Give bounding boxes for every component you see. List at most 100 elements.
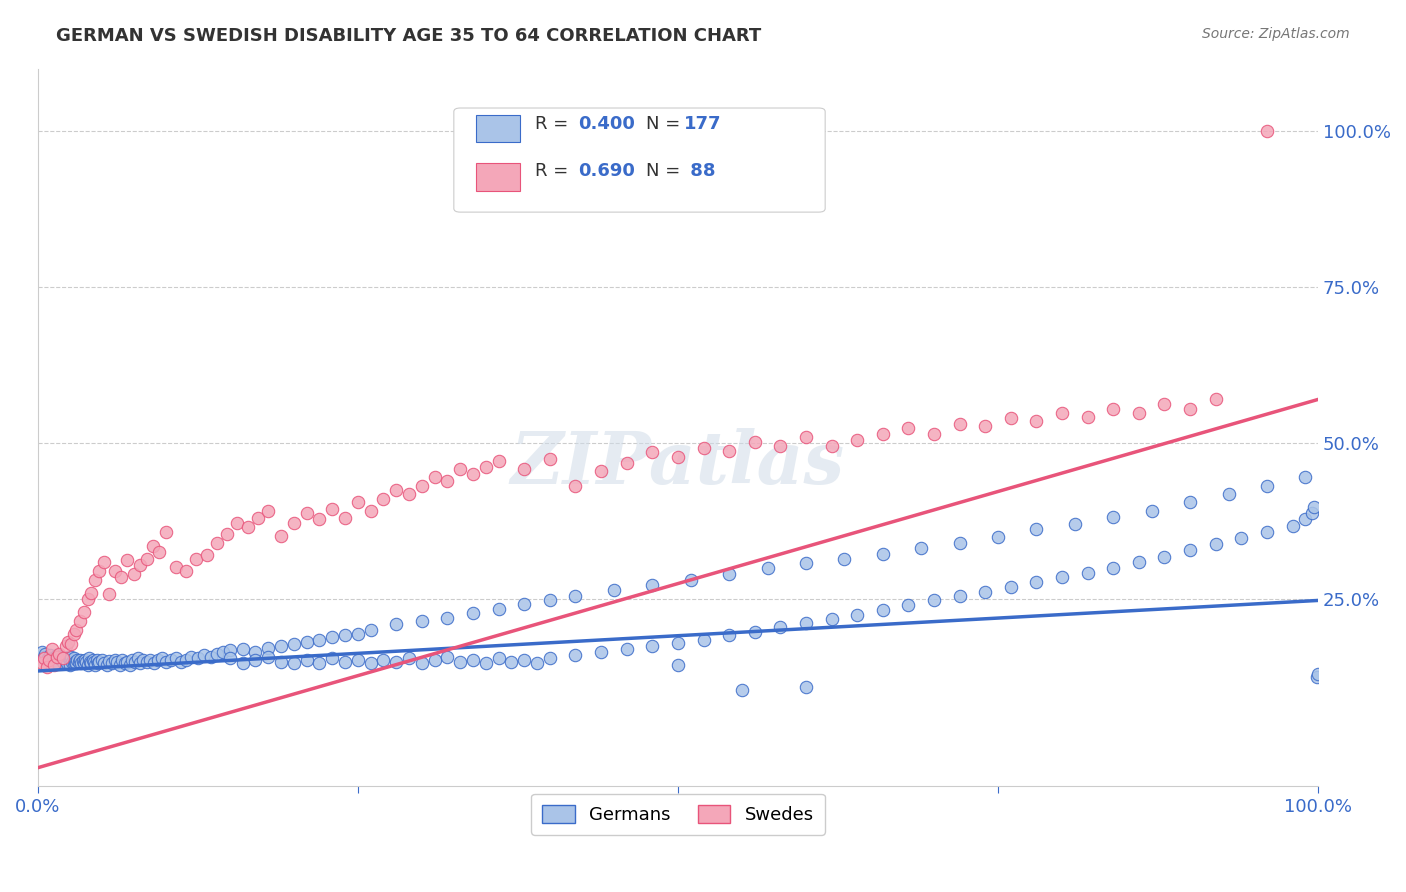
Text: Source: ZipAtlas.com: Source: ZipAtlas.com xyxy=(1202,27,1350,41)
Point xyxy=(423,653,446,667)
Point xyxy=(38,653,60,667)
Point xyxy=(411,478,433,492)
Point xyxy=(170,655,193,669)
Point xyxy=(744,434,766,449)
Point xyxy=(333,655,356,669)
Point xyxy=(59,653,82,667)
Point xyxy=(731,682,754,697)
Point xyxy=(666,450,689,464)
Point xyxy=(295,634,318,648)
Point xyxy=(769,439,792,453)
Legend: Germans, Swedes: Germans, Swedes xyxy=(531,794,824,835)
Point xyxy=(108,657,131,672)
Point xyxy=(111,653,134,667)
Point xyxy=(820,612,842,626)
Point xyxy=(756,561,779,575)
Point xyxy=(461,606,484,620)
Point xyxy=(692,441,714,455)
Point xyxy=(1256,524,1278,539)
Point xyxy=(70,657,93,671)
Point xyxy=(129,656,152,670)
Point xyxy=(411,614,433,628)
Point xyxy=(513,462,536,476)
Point xyxy=(1301,506,1323,520)
Point xyxy=(77,651,100,665)
Point xyxy=(666,636,689,650)
Point xyxy=(1025,414,1047,428)
Point xyxy=(564,648,586,663)
Point xyxy=(218,651,240,665)
Point xyxy=(501,655,523,669)
Point xyxy=(436,611,458,625)
Point xyxy=(321,651,343,665)
Point xyxy=(62,626,84,640)
Point xyxy=(174,653,197,667)
Point xyxy=(65,624,87,638)
Point xyxy=(84,657,107,672)
Text: 177: 177 xyxy=(685,115,721,133)
Point xyxy=(32,651,55,665)
Point xyxy=(35,659,58,673)
Text: ZIPatlas: ZIPatlas xyxy=(510,428,845,499)
Point xyxy=(45,648,67,663)
Point xyxy=(526,656,548,670)
Point xyxy=(1153,397,1175,411)
Point xyxy=(101,656,124,670)
Point xyxy=(1308,667,1330,681)
Point xyxy=(1077,409,1099,424)
Point xyxy=(45,649,67,664)
Point xyxy=(236,520,259,534)
Point xyxy=(75,653,97,667)
Point xyxy=(79,655,101,669)
Point xyxy=(165,651,187,665)
Point xyxy=(834,551,856,566)
Point xyxy=(135,655,157,669)
Point xyxy=(212,645,235,659)
Point xyxy=(1294,512,1316,526)
Point xyxy=(174,564,197,578)
Point xyxy=(1128,406,1150,420)
Point xyxy=(49,650,72,665)
Point xyxy=(949,417,972,432)
Point xyxy=(1102,561,1125,575)
Point xyxy=(1178,495,1201,509)
Point xyxy=(114,656,136,670)
Point xyxy=(82,653,104,667)
Text: GERMAN VS SWEDISH DISABILITY AGE 35 TO 64 CORRELATION CHART: GERMAN VS SWEDISH DISABILITY AGE 35 TO 6… xyxy=(56,27,762,45)
Point xyxy=(83,655,105,669)
Point xyxy=(846,607,869,622)
Point xyxy=(205,647,228,661)
Point xyxy=(232,656,254,670)
Point xyxy=(155,524,177,539)
Point xyxy=(1178,401,1201,416)
Point xyxy=(475,656,498,670)
Point xyxy=(146,653,169,667)
FancyBboxPatch shape xyxy=(475,115,520,143)
Point xyxy=(66,653,89,667)
Point xyxy=(1000,580,1022,594)
Point xyxy=(76,592,98,607)
Point xyxy=(333,511,356,525)
Point xyxy=(1281,518,1303,533)
Point xyxy=(48,647,70,661)
Point xyxy=(308,512,330,526)
Point xyxy=(103,564,125,578)
Point xyxy=(1025,522,1047,536)
Point xyxy=(69,614,91,628)
Point xyxy=(62,657,84,671)
Point xyxy=(69,653,91,667)
Point xyxy=(616,456,638,470)
Point xyxy=(564,478,586,492)
Point xyxy=(93,555,115,569)
Point xyxy=(34,647,56,661)
Point xyxy=(160,653,183,667)
Point xyxy=(1153,549,1175,564)
Point xyxy=(1294,470,1316,484)
Point xyxy=(616,642,638,657)
Point xyxy=(31,656,53,670)
Point xyxy=(321,630,343,644)
Point xyxy=(245,653,267,667)
Point xyxy=(385,617,408,632)
Point xyxy=(98,654,121,668)
Point xyxy=(488,601,510,615)
